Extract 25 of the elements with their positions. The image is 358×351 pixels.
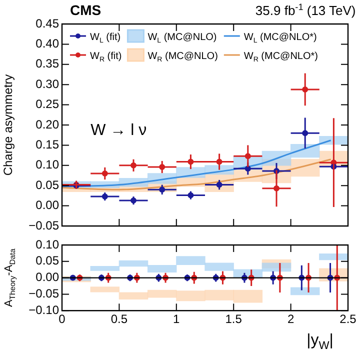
x-tick-label: 0 [58,312,66,326]
y-tick-label: 0.25 [36,97,60,112]
y-tick-label: 0.15 [36,138,60,152]
x-tick-label: 2 [287,312,294,326]
y-tick-label: −0.05 [28,286,60,301]
y-tick-label: 0.10 [36,237,60,252]
chart-title: CMS [70,2,102,18]
y-tick-label: 0.10 [36,158,60,172]
x-tick-label: 1 [173,312,180,326]
y-tick-label: 0.00 [36,270,60,284]
y-tick-label: 0.40 [36,36,60,51]
x-tick-label: 2.5 [340,312,357,326]
x-tick-label: 1.5 [225,312,242,326]
y-tick-label: 0.35 [36,56,60,71]
x-tick-label: 0.5 [110,312,128,326]
y-tick-label: 0.05 [36,254,60,268]
y-tick-label: 0.30 [36,76,60,91]
annotation: W → l ν [90,122,147,140]
y-tick-label: 0.05 [36,178,60,192]
y-tick-label: 0.00 [36,198,60,212]
y-tick-label: 0.45 [36,16,60,30]
y-tick-label: 0.20 [36,117,60,132]
y-tick-label: −0.10 [28,302,60,317]
y-tick-label: −0.05 [28,218,60,232]
y-axis-title: Charge asymmetry [1,74,15,176]
